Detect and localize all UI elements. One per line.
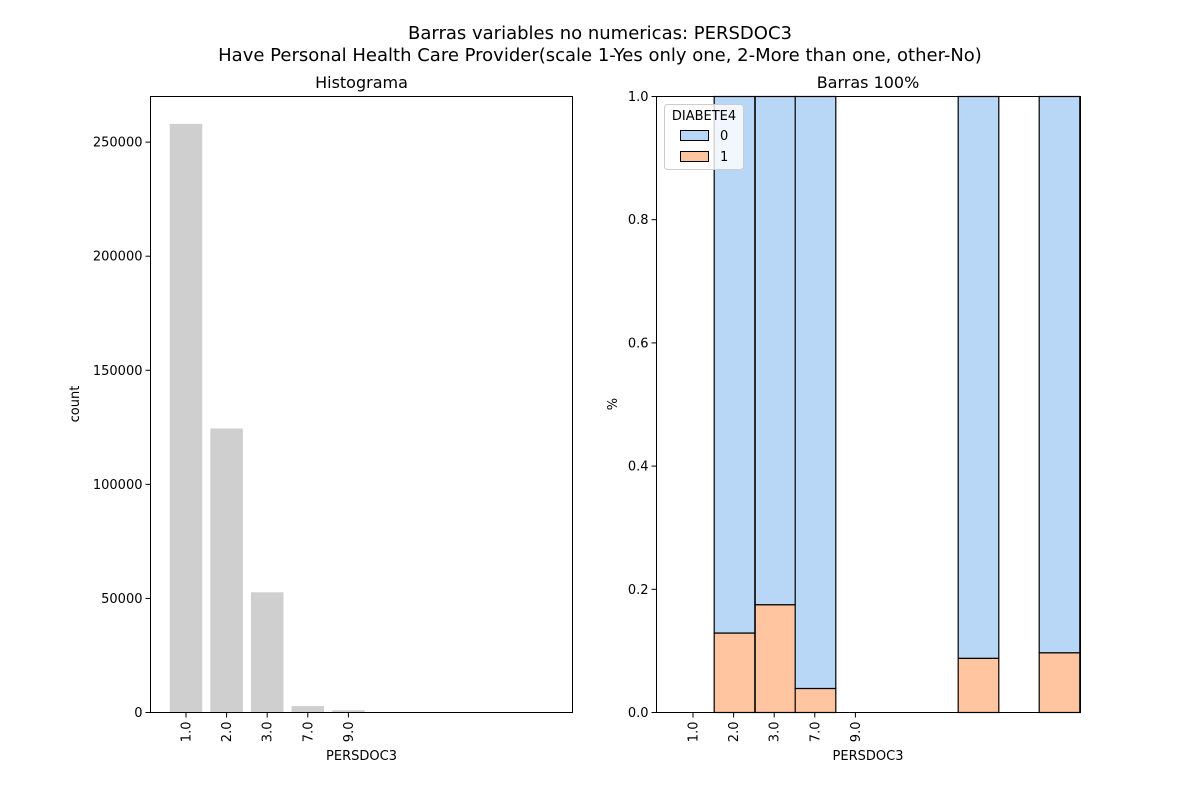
histogram-y-tick-label: 100000	[93, 478, 143, 493]
stacked-bar-segment-1	[713, 632, 756, 714]
histogram-x-tick-label: 2.0	[220, 722, 235, 743]
legend: DIABETE4 0 1	[664, 104, 744, 170]
histogram-panel: Histograma 0 50000 100000 150000 200000 25000…	[68, 73, 573, 764]
stacked-x-tick-label: 9.0	[849, 722, 864, 743]
stacked-y-tick-label: 0.6	[628, 336, 649, 351]
histogram-bar	[250, 592, 284, 713]
stacked-bar-segment-0	[957, 95, 1000, 659]
stacked-y-tick-label: 1.0	[628, 90, 649, 105]
histogram-x-ticks: 1.0 2.0 3.0 7.0 9.0	[180, 712, 357, 743]
stacked-bar-segment-0	[1038, 95, 1081, 654]
stacked-y-tick-label: 0.4	[628, 460, 649, 475]
histogram-bars	[169, 123, 365, 713]
histogram-y-tick-label: 50000	[101, 592, 142, 607]
legend-title: DIABETE4	[672, 109, 736, 124]
histogram-ylabel: count	[68, 386, 83, 423]
legend-swatch-1	[680, 151, 709, 162]
histogram-bar	[332, 710, 365, 713]
histogram-y-tick-label: 0	[134, 706, 142, 721]
histogram-bar	[210, 428, 243, 713]
stacked-x-tick-label: 2.0	[727, 722, 742, 743]
stacked-x-tick-label: 1.0	[687, 722, 702, 743]
legend-swatch-0	[680, 130, 709, 141]
histogram-x-tick-label: 9.0	[342, 722, 357, 743]
histogram-xlabel: PERSDOC3	[326, 749, 397, 764]
stacked-xlabel: PERSDOC3	[833, 749, 904, 764]
histogram-y-tick-label: 250000	[93, 136, 143, 151]
histogram-bar	[291, 706, 325, 713]
stacked-x-tick-label: 3.0	[768, 722, 783, 743]
stacked-y-ticks: 0.0 0.2 0.4 0.6 0.8 1.0	[628, 90, 657, 721]
histogram-title: Histograma	[315, 73, 408, 92]
figure-title-line1: Barras variables no numericas: PERSDOC3	[408, 23, 792, 44]
stacked-bar-segment-1	[794, 687, 837, 714]
stacked-bars	[713, 95, 1081, 714]
histogram-x-tick-label: 3.0	[261, 722, 276, 743]
histogram-y-tick-label: 150000	[93, 364, 143, 379]
histogram-y-ticks: 0 50000 100000 150000 200000 250000	[93, 136, 151, 721]
histogram-y-tick-label: 200000	[93, 250, 143, 265]
legend-label-0: 0	[720, 129, 728, 144]
stacked-bar-segment-0	[713, 95, 756, 634]
legend-label-1: 1	[720, 150, 728, 165]
stacked-axes-frame	[656, 96, 1081, 713]
stacked-y-tick-label: 0.2	[628, 583, 649, 598]
stacked-panel: Barras 100% 0.0 0.2 0.4 0.6 0.8 1.0 1.0 2.0 3.0…	[606, 73, 1081, 764]
stacked-ylabel: %	[606, 398, 621, 410]
stacked-bar-segment-1	[754, 604, 797, 714]
stacked-title: Barras 100%	[817, 73, 920, 92]
histogram-x-tick-label: 1.0	[180, 722, 195, 743]
histogram-x-tick-label: 7.0	[301, 722, 316, 743]
stacked-x-ticks: 1.0 2.0 3.0 7.0 9.0	[687, 712, 864, 743]
stacked-x-tick-label: 7.0	[808, 722, 823, 743]
stacked-bar-segment-0	[794, 95, 837, 690]
stacked-y-tick-label: 0.8	[628, 213, 649, 228]
histogram-bar	[169, 123, 203, 713]
stacked-bar-segment-1	[1038, 652, 1081, 714]
stacked-y-tick-label: 0.0	[628, 706, 649, 721]
stacked-bar-segment-1	[957, 657, 1000, 714]
figure-title-line2: Have Personal Health Care Provider(scale…	[218, 45, 982, 66]
stacked-bar-segment-0	[754, 95, 797, 606]
histogram-axes-frame	[150, 96, 573, 713]
